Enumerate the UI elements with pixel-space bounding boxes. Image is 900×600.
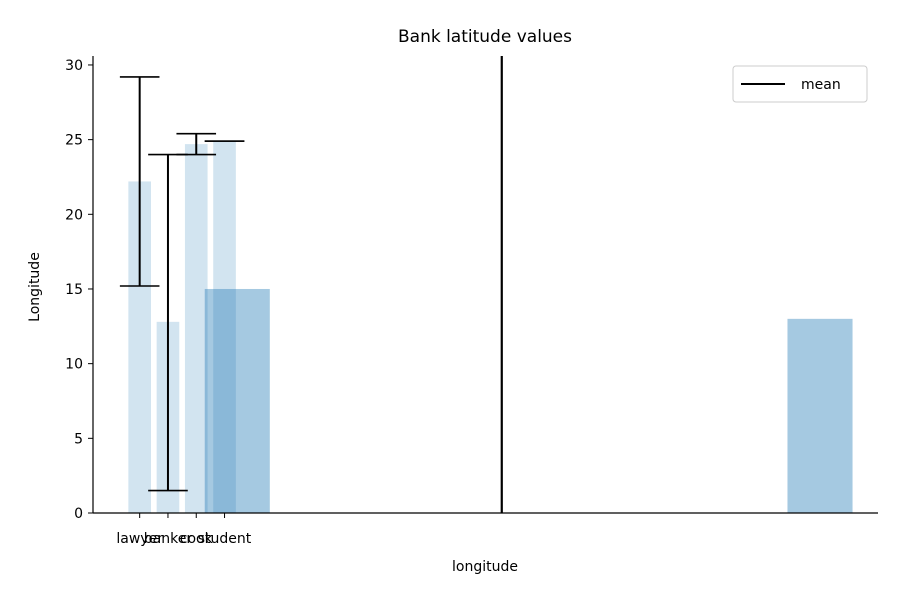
x-tick-label-lawyer: lawyer bbox=[116, 531, 163, 547]
errorbar-layer bbox=[119, 76, 245, 492]
y-axis-label: Longitude bbox=[27, 252, 43, 322]
y-tick-label: 10 bbox=[65, 357, 83, 373]
histogram-bin-0 bbox=[204, 288, 270, 513]
errorbar-banker bbox=[148, 153, 188, 492]
legend-box bbox=[732, 65, 868, 103]
legend: mean bbox=[732, 65, 868, 103]
bar-cook bbox=[184, 144, 208, 513]
errorbar-lawyer bbox=[119, 76, 160, 287]
chart-title: Bank latitude values bbox=[398, 27, 572, 47]
x-tick-label-banker: banker bbox=[144, 531, 193, 547]
y-tick-label: 20 bbox=[65, 207, 83, 223]
histogram-bin-1 bbox=[787, 318, 853, 513]
y-tick-label: 0 bbox=[74, 506, 83, 522]
bar-student bbox=[213, 141, 236, 514]
y-tick-label: 30 bbox=[65, 58, 83, 74]
errorbar-cook bbox=[176, 132, 217, 156]
legend-mean-label: mean bbox=[801, 77, 841, 93]
x-axis-label: longitude bbox=[452, 559, 518, 575]
x-tick-label-cook: cook bbox=[180, 531, 214, 547]
bar-lawyer bbox=[128, 181, 151, 513]
bar-layer bbox=[128, 141, 236, 514]
y-tick-label: 5 bbox=[74, 431, 83, 447]
y-tick-label: 15 bbox=[65, 282, 83, 298]
x-tick-label-student: student bbox=[198, 531, 252, 547]
y-tick-label: 25 bbox=[65, 133, 83, 149]
histogram-layer bbox=[204, 288, 853, 513]
